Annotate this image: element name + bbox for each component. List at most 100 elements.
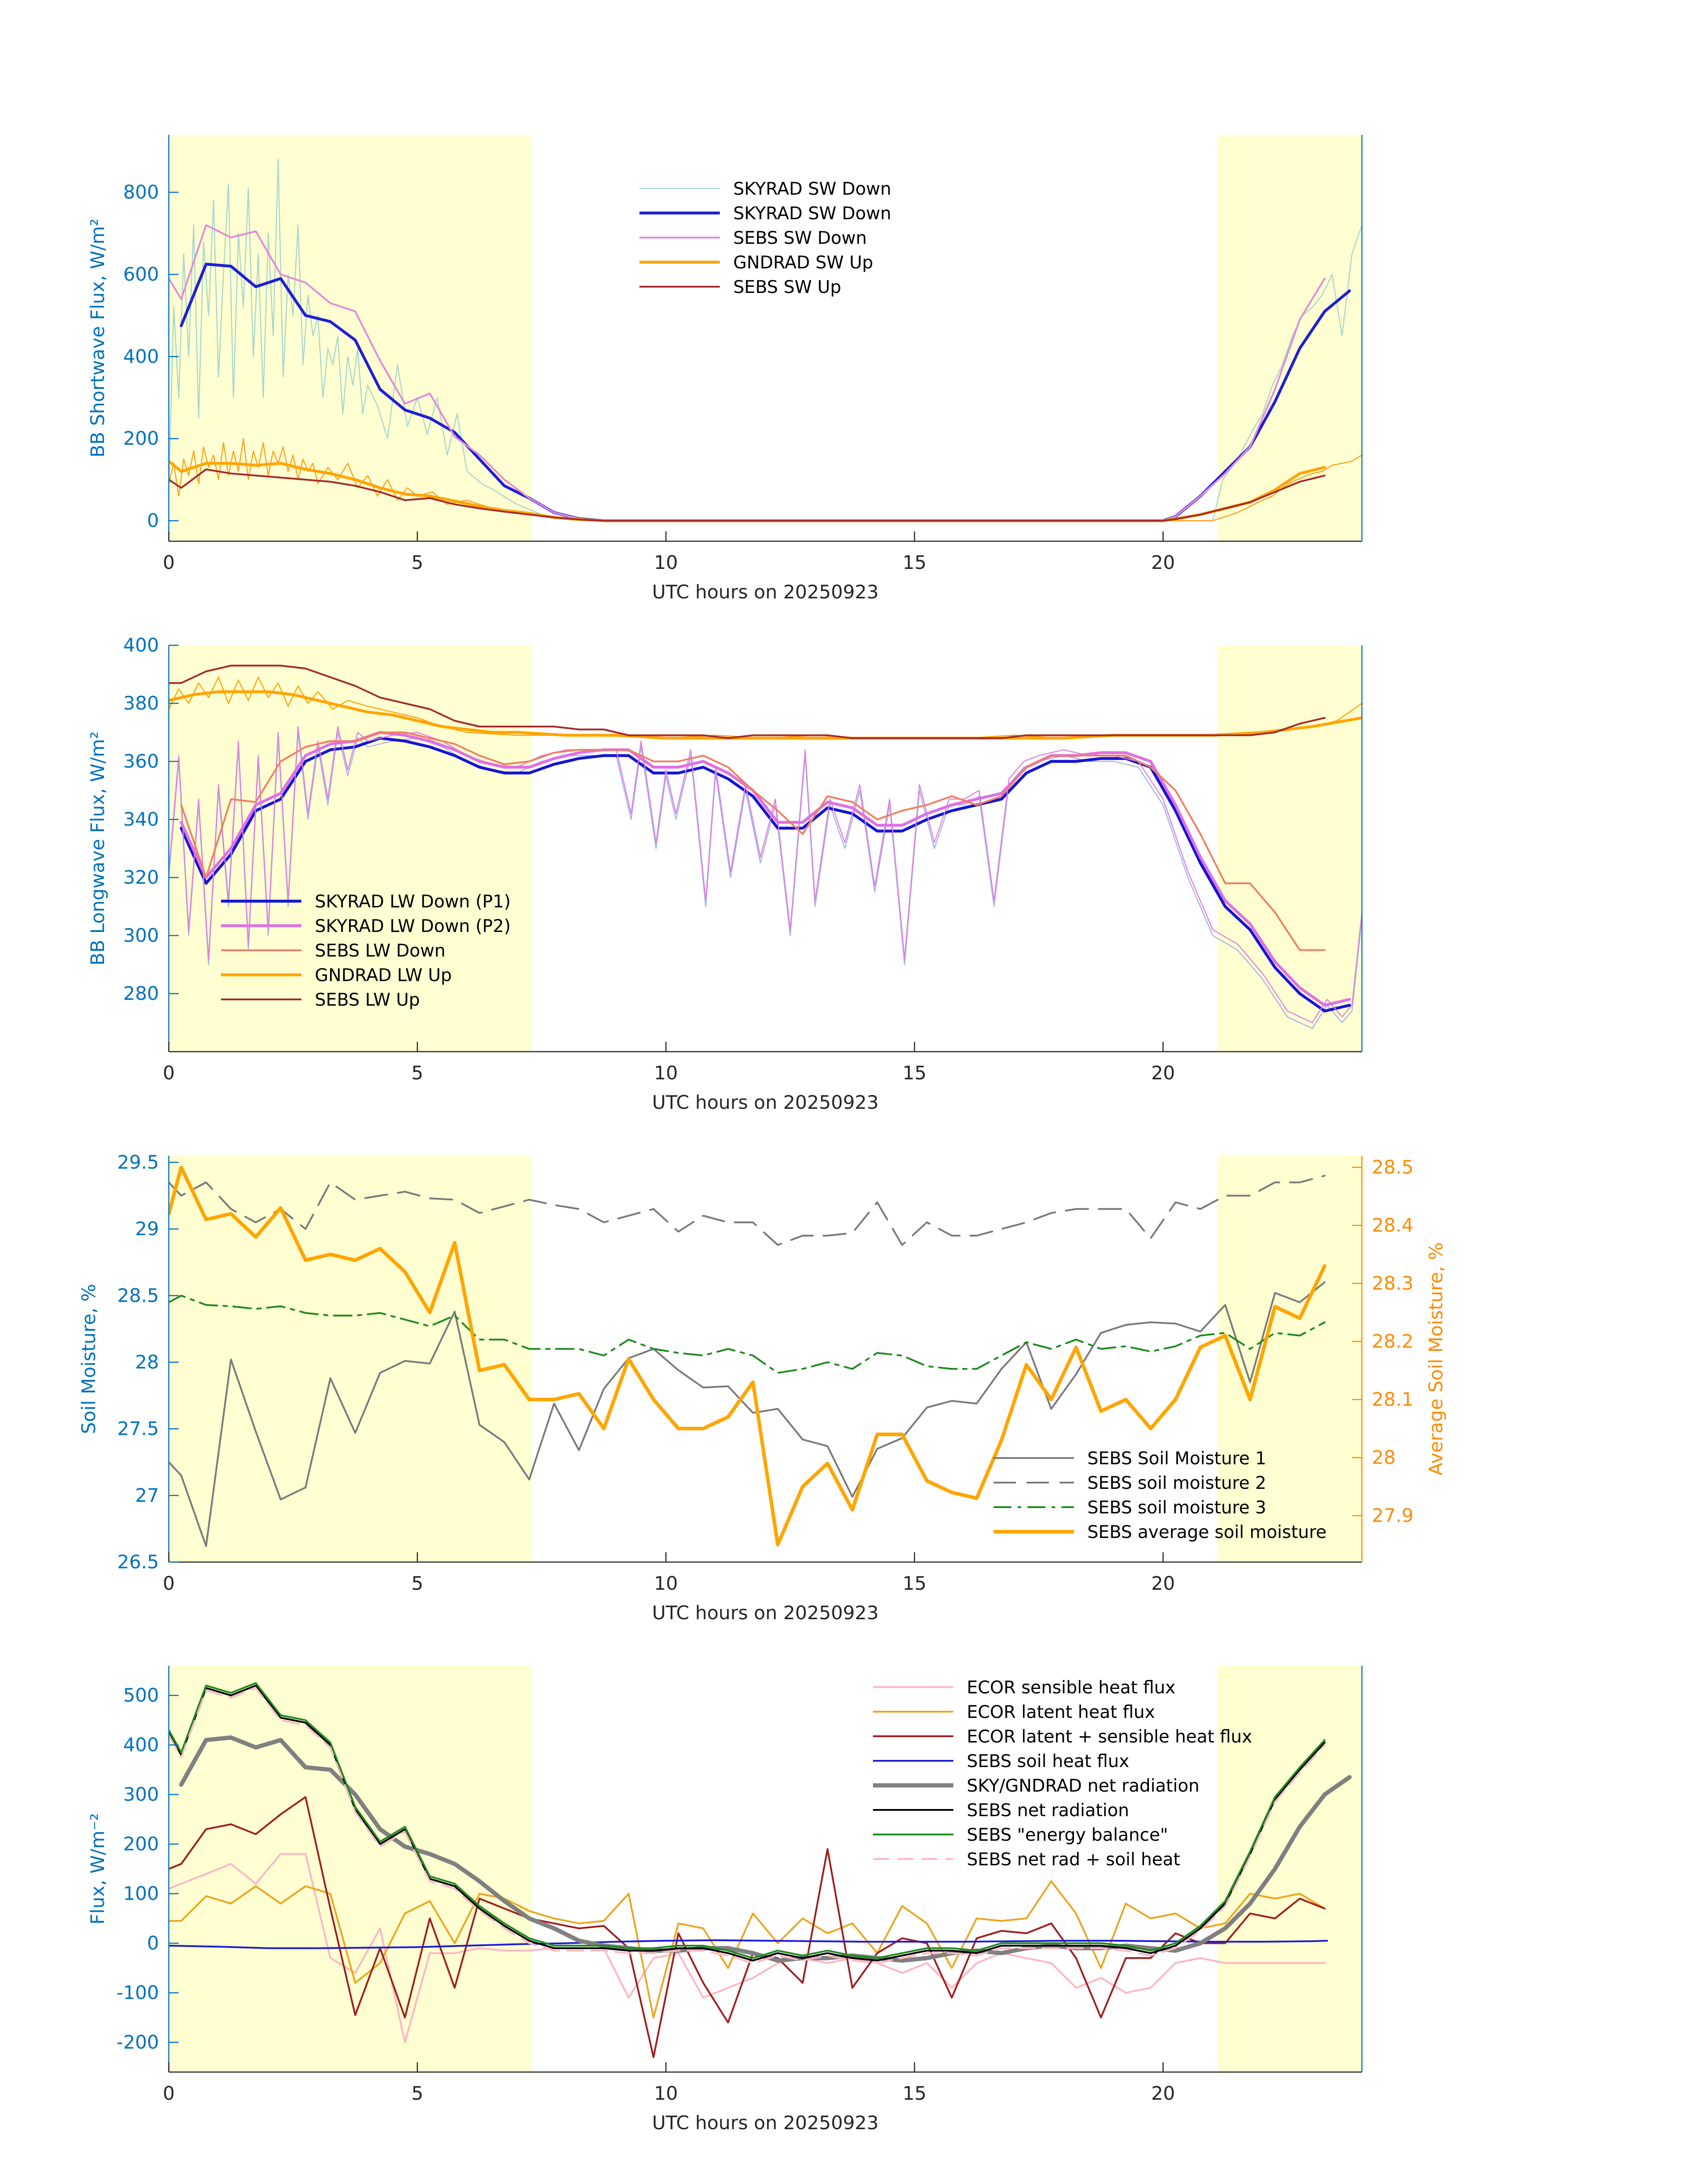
x-tick-label: 15 bbox=[902, 1062, 926, 1084]
y-tick-label: 500 bbox=[123, 1684, 159, 1706]
series-line-sebs-sw-down bbox=[169, 224, 1326, 522]
legend-label-skyrad-sw-down: SKYRAD SW Down bbox=[733, 204, 891, 224]
x-tick-label: 10 bbox=[654, 1062, 678, 1084]
series-group bbox=[169, 1682, 1352, 2058]
legend-label-sebs-net-rad-soil-heat: SEBS net rad + soil heat bbox=[967, 1850, 1180, 1870]
daylight-shading bbox=[169, 1156, 532, 1562]
x-tick-label: 0 bbox=[163, 1572, 175, 1594]
y-tick-label: 0 bbox=[147, 510, 159, 531]
legend-label-ecor-sensible-heat-flux: ECOR sensible heat flux bbox=[967, 1678, 1175, 1698]
series-line-gndrad-sw-up bbox=[169, 438, 1362, 522]
x-tick-label: 20 bbox=[1151, 552, 1175, 573]
x-axis-label: UTC hours on 20250923 bbox=[652, 581, 879, 603]
legend-label-sebs-soil-heat-flux: SEBS soil heat flux bbox=[967, 1751, 1129, 1772]
y-tick-label: 600 bbox=[123, 263, 159, 285]
y-tick-label: 200 bbox=[123, 427, 159, 449]
y-tick-label: 380 bbox=[123, 692, 159, 714]
y-tick-label: 29.5 bbox=[117, 1151, 159, 1173]
y-tick-label: 26.5 bbox=[117, 1551, 159, 1573]
legend-label-ecor-latent-sensible-heat-flux: ECOR latent + sensible heat flux bbox=[967, 1727, 1252, 1747]
series-line-sebs-soil-moisture-3 bbox=[169, 1295, 1326, 1374]
series-line-sebs-sw-up bbox=[169, 468, 1326, 522]
chart-panel-3: 0 5 10 15 20 UTC hours on 20250923 26.5 27 27.5 2… bbox=[78, 1151, 1447, 1624]
y2-tick-label: 27.9 bbox=[1372, 1504, 1414, 1526]
y-tick-label: 200 bbox=[123, 1833, 159, 1855]
y-tick-label: 28.5 bbox=[117, 1284, 159, 1306]
legend-label-sebs-sw-up: SEBS SW Up bbox=[733, 277, 841, 297]
series-line-sebs-soil-moisture-2 bbox=[169, 1174, 1326, 1246]
x-tick-label: 0 bbox=[163, 2082, 175, 2104]
y-tick-label: 300 bbox=[123, 1784, 159, 1805]
y-tick-label: 300 bbox=[123, 924, 159, 946]
y-tick-label: 0 bbox=[147, 1932, 159, 1954]
y-axis-label: Soil Moisture, % bbox=[78, 1284, 100, 1434]
legend-label-gndrad-lw-up: GNDRAD LW Up bbox=[315, 965, 452, 986]
series-group bbox=[169, 159, 1362, 522]
y-tick-label: 800 bbox=[123, 181, 159, 203]
legend: ECOR sensible heat flux ECOR latent heat … bbox=[873, 1678, 1252, 1870]
x-tick-label: 0 bbox=[163, 1062, 175, 1084]
daylight-shading bbox=[1218, 645, 1362, 1052]
legend-label-ecor-latent-heat-flux: ECOR latent heat flux bbox=[967, 1702, 1155, 1722]
x-tick-label: 0 bbox=[163, 552, 175, 573]
x-axis-label: UTC hours on 20250923 bbox=[652, 1091, 879, 1113]
series-line-sebs-net-rad-soil-heat bbox=[169, 1687, 1326, 1964]
legend-label-sebs-lw-up: SEBS LW Up bbox=[315, 990, 420, 1010]
series-group bbox=[169, 1166, 1327, 1547]
y-tick-label: 360 bbox=[123, 750, 159, 772]
x-tick-label: 15 bbox=[902, 552, 926, 573]
x-tick-label: 10 bbox=[654, 2082, 678, 2104]
legend-label-sebs-soil-moisture-3: SEBS soil moisture 3 bbox=[1087, 1498, 1266, 1518]
daylight-shading bbox=[169, 1666, 532, 2072]
chart-panel-4: 0 5 10 15 20 UTC hours on 20250923 -200 -100 0 10… bbox=[87, 1666, 1363, 2134]
x-tick-label: 10 bbox=[654, 552, 678, 573]
x-tick-label: 15 bbox=[902, 1572, 926, 1594]
y-tick-label: 27.5 bbox=[117, 1418, 159, 1440]
y2-tick-label: 28.1 bbox=[1372, 1388, 1414, 1410]
chart-panel-2: 0 5 10 15 20 UTC hours on 20250923 280 300 320 34… bbox=[87, 634, 1363, 1113]
x-tick-label: 20 bbox=[1151, 1572, 1175, 1594]
series-line-sebs-lw-up bbox=[169, 664, 1326, 739]
y2-tick-label: 28.4 bbox=[1372, 1214, 1414, 1236]
series-group bbox=[169, 664, 1362, 1029]
chart-panel-1: 0 5 10 15 20 UTC hours on 20250923 0 200 400 600 8… bbox=[87, 135, 1363, 603]
legend-label-sebs-net-radiation: SEBS net radiation bbox=[967, 1801, 1129, 1821]
series-line-sebs-average-soil-moisture bbox=[169, 1166, 1327, 1546]
x-tick-label: 5 bbox=[411, 1572, 423, 1594]
x-tick-label: 20 bbox=[1151, 1062, 1175, 1084]
x-tick-label: 10 bbox=[654, 1572, 678, 1594]
legend-label-sky-gndrad-net-radiation: SKY/GNDRAD net radiation bbox=[967, 1776, 1199, 1796]
x-axis-label: UTC hours on 20250923 bbox=[652, 1602, 879, 1624]
legend: SKYRAD LW Down (P1) SKYRAD LW Down (P2) SE… bbox=[221, 892, 511, 1010]
x-axis-label: UTC hours on 20250923 bbox=[652, 2112, 879, 2134]
y-tick-label: 320 bbox=[123, 866, 159, 888]
legend-label-sebs-average-soil-moisture: SEBS average soil moisture bbox=[1087, 1522, 1327, 1542]
y-axis-label: BB Longwave Flux, W/m² bbox=[87, 731, 109, 965]
x-tick-label: 20 bbox=[1151, 2082, 1175, 2104]
y2-tick-label: 28.5 bbox=[1372, 1156, 1414, 1178]
y-tick-label: 280 bbox=[123, 982, 159, 1004]
legend-label-skyrad-lw-down-p2: SKYRAD LW Down (P2) bbox=[315, 916, 511, 936]
y-tick-label: 28 bbox=[135, 1351, 159, 1373]
y-axis-label: BB Shortwave Flux, W/m² bbox=[87, 218, 109, 457]
y-tick-label: 400 bbox=[123, 1734, 159, 1756]
series-line-sebs-energy-balance bbox=[169, 1682, 1326, 1959]
y-tick-label: 100 bbox=[123, 1882, 159, 1904]
y-tick-label: -100 bbox=[117, 1981, 159, 2003]
legend-label-sebs-lw-down: SEBS LW Down bbox=[315, 941, 446, 961]
x-tick-label: 5 bbox=[411, 2082, 423, 2104]
legend: SEBS Soil Moisture 1 SEBS soil moisture 2… bbox=[994, 1449, 1327, 1542]
y-axis-label: Flux, W/m⁻² bbox=[87, 1813, 109, 1925]
x-tick-label: 5 bbox=[411, 552, 423, 573]
y2-tick-label: 28.3 bbox=[1372, 1272, 1414, 1294]
legend-label-sebs-soil-moisture-2: SEBS soil moisture 2 bbox=[1087, 1473, 1266, 1493]
y-tick-label: 340 bbox=[123, 808, 159, 830]
series-line-sebs-lw-down bbox=[180, 731, 1326, 951]
legend-label-skyrad-sw-down: SKYRAD SW Down bbox=[733, 179, 891, 199]
daylight-shading bbox=[1218, 135, 1362, 541]
series-line-sebs-soil-heat-flux bbox=[169, 1939, 1328, 1949]
x-tick-label: 5 bbox=[411, 1062, 423, 1084]
legend-label-gndrad-sw-up: GNDRAD SW Up bbox=[733, 253, 873, 273]
legend-label-sebs-soil-moisture-1: SEBS Soil Moisture 1 bbox=[1087, 1449, 1266, 1469]
